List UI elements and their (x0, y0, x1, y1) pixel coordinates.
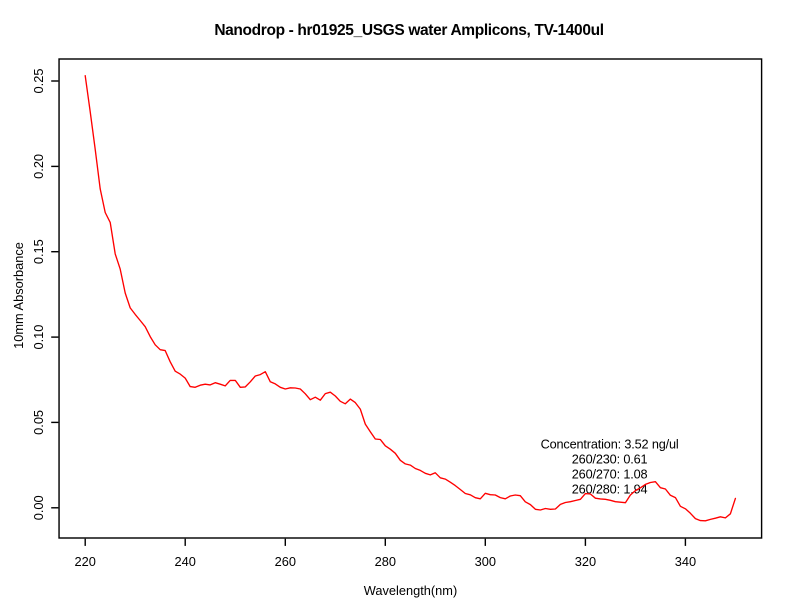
svg-text:220: 220 (75, 554, 96, 569)
svg-text:0.00: 0.00 (31, 495, 46, 520)
svg-text:260/270: 1.08: 260/270: 1.08 (572, 468, 648, 482)
svg-text:340: 340 (675, 554, 696, 569)
svg-text:0.05: 0.05 (31, 410, 46, 435)
svg-text:260/280: 1.94: 260/280: 1.94 (572, 483, 648, 497)
svg-text:300: 300 (475, 554, 496, 569)
svg-text:10mm Absorbance: 10mm Absorbance (11, 242, 26, 349)
svg-text:260/230: 0.61: 260/230: 0.61 (572, 453, 648, 467)
svg-text:260: 260 (275, 554, 296, 569)
svg-text:Concentration: 3.52 ng/ul: Concentration: 3.52 ng/ul (541, 438, 679, 452)
svg-text:0.20: 0.20 (31, 154, 46, 179)
svg-text:Wavelength(nm): Wavelength(nm) (364, 583, 457, 598)
svg-text:Nanodrop - hr01925_USGS water: Nanodrop - hr01925_USGS water Amplicons,… (214, 22, 603, 39)
svg-text:0.25: 0.25 (31, 69, 46, 94)
svg-text:240: 240 (175, 554, 196, 569)
svg-text:0.10: 0.10 (31, 325, 46, 350)
svg-text:0.15: 0.15 (31, 239, 46, 264)
svg-text:280: 280 (375, 554, 396, 569)
svg-text:320: 320 (575, 554, 596, 569)
